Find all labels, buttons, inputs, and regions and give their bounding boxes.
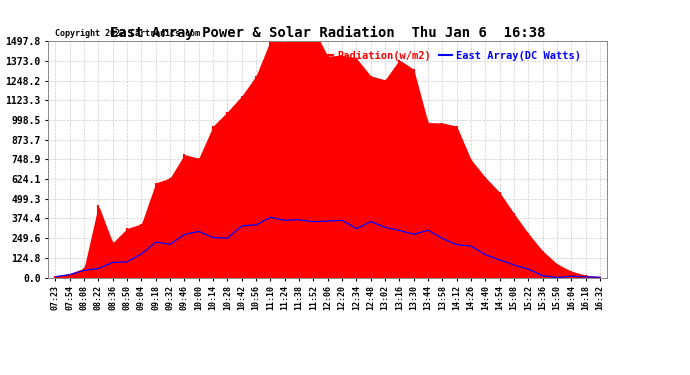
Text: Copyright 2022 Cartronics.com: Copyright 2022 Cartronics.com bbox=[55, 28, 200, 38]
Legend: Radiation(w/m2), East Array(DC Watts): Radiation(w/m2), East Array(DC Watts) bbox=[316, 46, 585, 65]
Title: East Array Power & Solar Radiation  Thu Jan 6  16:38: East Array Power & Solar Radiation Thu J… bbox=[110, 26, 546, 40]
